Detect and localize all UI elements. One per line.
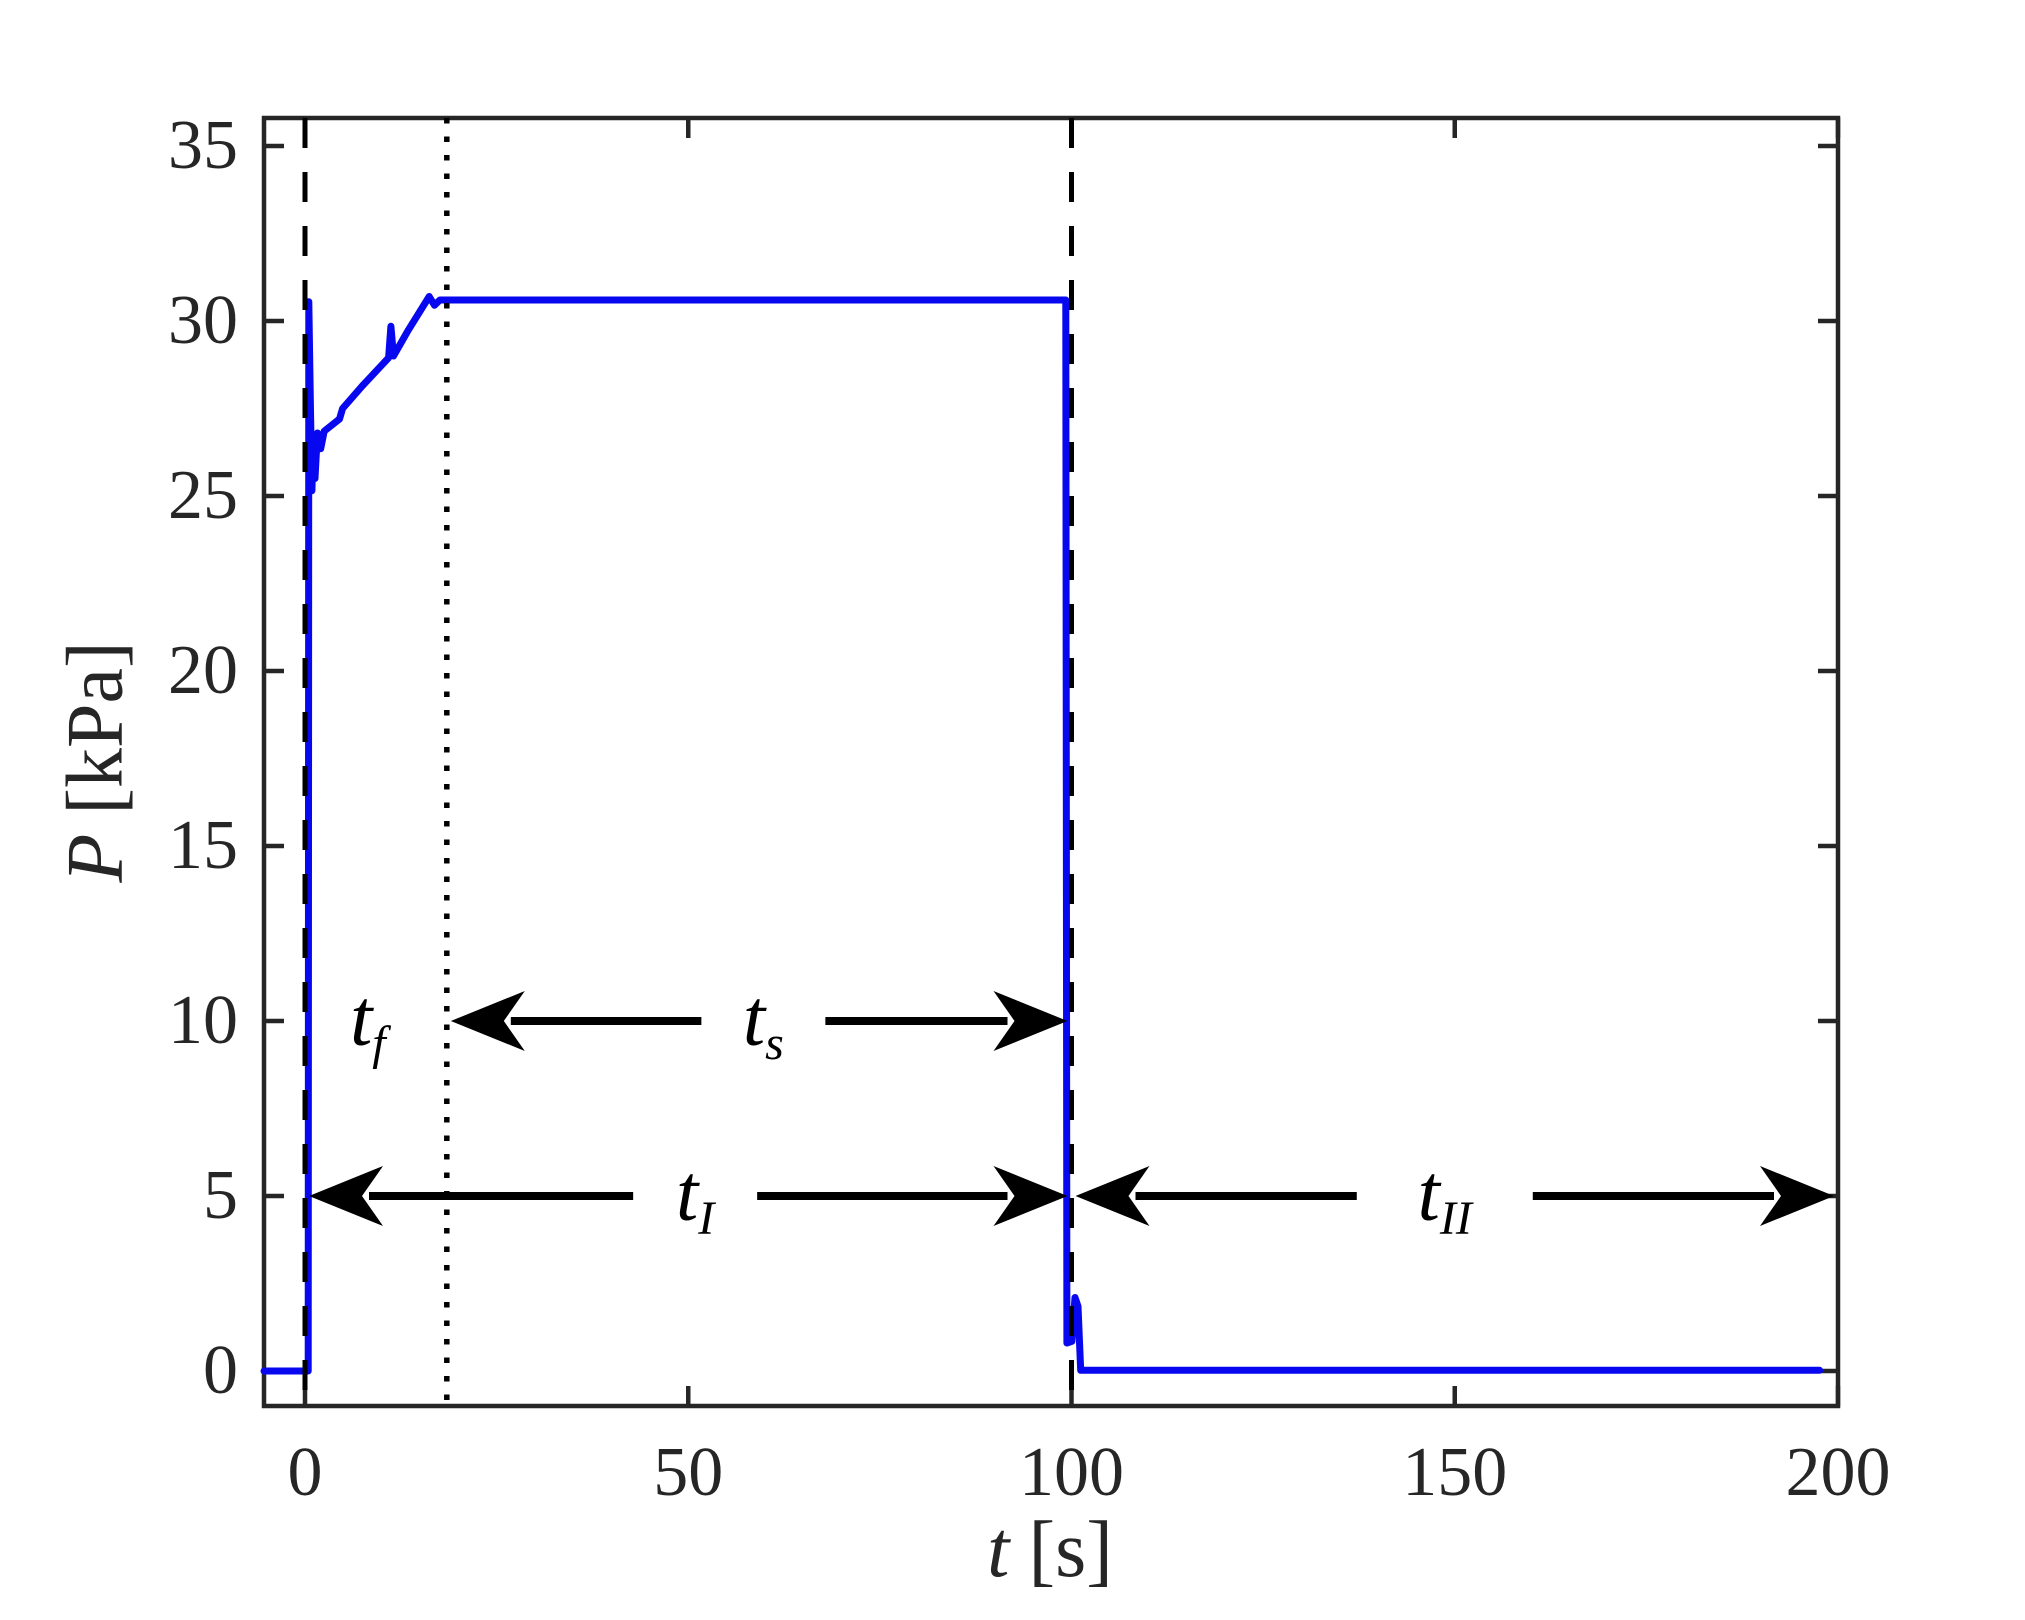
arrowhead-right — [993, 1166, 1068, 1226]
annotation-tI-sub: I — [698, 1192, 715, 1246]
x-tick-label-200: 200 — [1785, 1434, 1891, 1511]
pressure-curve — [260, 293, 1824, 1375]
arrowhead-right — [1760, 1166, 1834, 1226]
x-axis-unit: [s] — [1028, 1506, 1113, 1594]
y-tick-label-20: 20 — [168, 632, 238, 709]
x-tick-label-50: 50 — [653, 1434, 724, 1511]
y-tick-label-5: 5 — [203, 1157, 238, 1234]
y-tick-label-0: 0 — [203, 1332, 238, 1409]
annotation-label-tf: tf — [350, 974, 386, 1068]
annotation-tI-base: t — [676, 1149, 699, 1238]
x-tick-label-100: 100 — [1019, 1434, 1124, 1511]
annotation-ts-sub: s — [765, 1017, 784, 1071]
arrowhead-left — [309, 1166, 384, 1226]
annotation-arrows — [309, 991, 1834, 1226]
annotation-tf-base: t — [350, 974, 373, 1063]
x-tick-label-150: 150 — [1402, 1434, 1508, 1511]
x-tick-label-0: 0 — [287, 1434, 323, 1511]
arrowhead-left — [450, 991, 525, 1051]
annotation-ts-base: t — [742, 974, 766, 1063]
annotation-tf-sub: f — [372, 1017, 386, 1071]
annotation-tII-sub: II — [1439, 1192, 1472, 1246]
annotation-label-tI: tI — [676, 1149, 714, 1243]
x-axis-symbol: t — [987, 1506, 1010, 1594]
y-tick-label-30: 30 — [168, 282, 238, 359]
y-tick-label-35: 35 — [168, 107, 238, 184]
annotation-label-tII: tII — [1417, 1149, 1472, 1243]
axes-border — [261, 115, 1841, 1409]
y-tick-label-25: 25 — [168, 457, 238, 534]
axis-tick-marks — [264, 118, 1841, 1406]
arrowhead-right — [993, 991, 1068, 1051]
y-tick-label-15: 15 — [168, 807, 238, 884]
annotation-label-ts: ts — [742, 974, 784, 1068]
x-axis-label: t [s] — [987, 1505, 1113, 1596]
annotation-tII-base: t — [1417, 1149, 1440, 1238]
y-tick-label-10: 10 — [168, 982, 238, 1059]
pressure-curve-group — [260, 293, 1824, 1375]
arrowhead-left — [1075, 1166, 1150, 1226]
plot-box — [261, 115, 1841, 1409]
reference-lines — [302, 118, 1075, 1406]
